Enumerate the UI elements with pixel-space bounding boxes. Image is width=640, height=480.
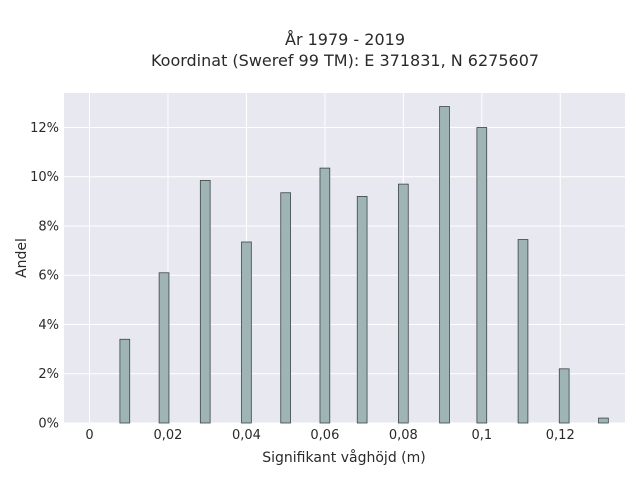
x-tick-label-4: 0,08 <box>389 428 418 443</box>
y-axis-label: Andel <box>14 238 30 278</box>
bar-0 <box>119 338 131 424</box>
bar-6 <box>356 196 368 424</box>
x-tick-label-1: 0,02 <box>153 428 182 443</box>
bar-11 <box>558 368 570 424</box>
bar-1 <box>158 272 170 424</box>
bar-2 <box>199 180 211 424</box>
bar-5 <box>319 167 331 424</box>
x-tick-label-5: 0,1 <box>471 428 492 443</box>
y-tick-label-1: 2% <box>38 367 59 382</box>
bars <box>119 106 609 424</box>
x-axis-label: Signifikant våghöjd (m) <box>262 449 425 466</box>
bar-10 <box>517 239 529 424</box>
chart-title-line1: År 1979 - 2019 <box>285 30 405 49</box>
y-tick-label-2: 4% <box>38 318 59 333</box>
x-tick-label-2: 0,04 <box>232 428 261 443</box>
x-axis-ticks: 0 0,02 0,04 0,06 0,08 0,1 0,12 <box>85 428 574 443</box>
y-axis-ticks: 0% 2% 4% 6% 8% 10% 12% <box>30 121 59 432</box>
y-tick-label-6: 12% <box>30 121 59 136</box>
bar-9 <box>476 127 488 424</box>
y-tick-label-0: 0% <box>38 417 59 432</box>
y-tick-label-3: 6% <box>38 269 59 284</box>
chart-title-line2: Koordinat (Sweref 99 TM): E 371831, N 62… <box>151 51 539 70</box>
bar-12 <box>598 417 609 424</box>
bar-4 <box>280 192 291 424</box>
y-tick-label-5: 10% <box>30 170 59 185</box>
bar-7 <box>398 183 409 424</box>
x-tick-label-0: 0 <box>85 428 93 443</box>
y-tick-label-4: 8% <box>38 219 59 234</box>
plot-area <box>64 93 625 423</box>
x-tick-label-6: 0,12 <box>546 428 575 443</box>
x-tick-label-3: 0,06 <box>310 428 339 443</box>
bar-3 <box>241 241 252 424</box>
bar-8 <box>439 106 450 424</box>
